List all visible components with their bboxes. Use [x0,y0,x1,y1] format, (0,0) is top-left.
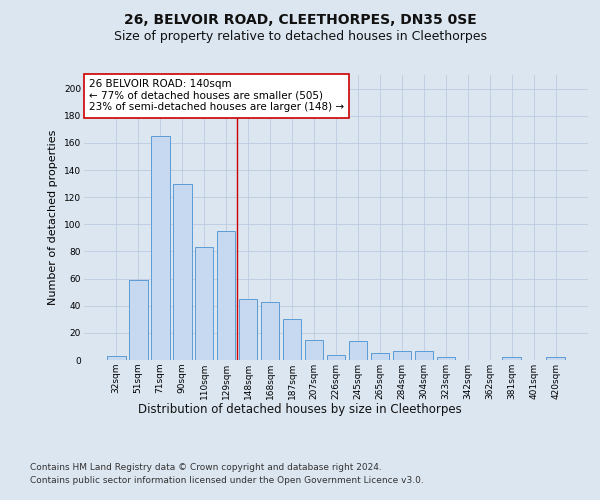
Bar [415,350,433,360]
Bar [392,350,411,360]
Text: Contains public sector information licensed under the Open Government Licence v3: Contains public sector information licen… [30,476,424,485]
Text: 26 BELVOIR ROAD: 140sqm
← 77% of detached houses are smaller (505)
23% of semi-d: 26 BELVOIR ROAD: 140sqm ← 77% of detache… [89,80,344,112]
Bar [217,231,235,360]
Text: Distribution of detached houses by size in Cleethorpes: Distribution of detached houses by size … [138,402,462,415]
Bar [239,299,257,360]
Bar [283,320,301,360]
Text: 26, BELVOIR ROAD, CLEETHORPES, DN35 0SE: 26, BELVOIR ROAD, CLEETHORPES, DN35 0SE [124,12,476,26]
Bar [371,353,389,360]
Bar [437,358,455,360]
Text: Contains HM Land Registry data © Crown copyright and database right 2024.: Contains HM Land Registry data © Crown c… [30,462,382,471]
Y-axis label: Number of detached properties: Number of detached properties [49,130,58,305]
Bar [195,248,214,360]
Bar [129,280,148,360]
Bar [349,341,367,360]
Bar [326,354,346,360]
Bar [547,358,565,360]
Bar [151,136,170,360]
Bar [107,356,125,360]
Text: Size of property relative to detached houses in Cleethorpes: Size of property relative to detached ho… [113,30,487,43]
Bar [502,358,521,360]
Bar [261,302,280,360]
Bar [305,340,323,360]
Bar [173,184,191,360]
